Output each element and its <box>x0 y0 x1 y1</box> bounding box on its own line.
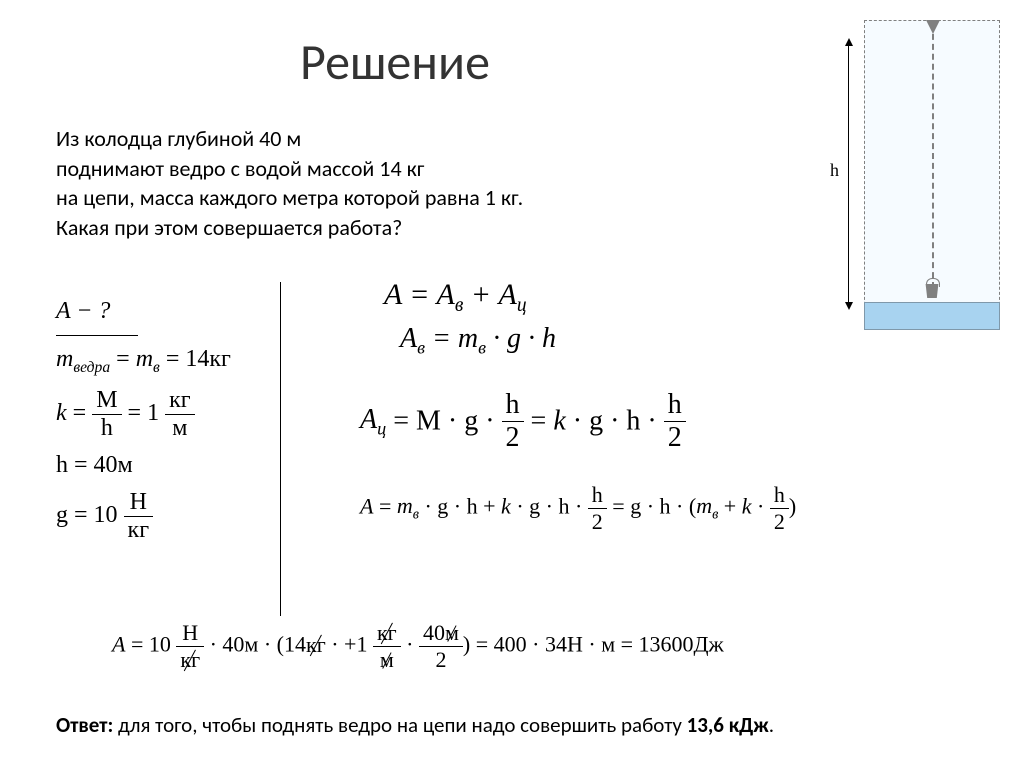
calc-g: 10 <box>149 632 171 657</box>
calc-h: 40 <box>222 632 244 657</box>
answer-body: для того, чтобы поднять ведро на цепи на… <box>113 712 686 738</box>
problem-statement: Из колодца глубиной 40 м поднимают ведро… <box>56 124 696 243</box>
height-arrow <box>848 44 857 304</box>
rope <box>932 24 934 288</box>
problem-line1: Из колодца глубиной 40 м <box>56 125 301 152</box>
eq-total: A = Aв + Aц <box>384 278 990 317</box>
calc-sum: 34 <box>545 632 567 657</box>
g-value: g = 10 Hкг <box>56 489 276 544</box>
problem-line4: Какая при этом совершается работа? <box>56 214 402 241</box>
answer-suffix: . <box>769 712 774 738</box>
page-title: Решение <box>300 32 490 93</box>
k-value: k = Mh = 1 кгм <box>56 387 276 442</box>
calc-result: 13600 <box>639 632 694 657</box>
pulley-icon <box>926 20 940 34</box>
problem-line3: на цепи, масса каждого метра которой рав… <box>56 184 523 211</box>
m-value: 14 <box>185 346 209 372</box>
eq-chain: Aц = M · g · h2 = k · g · h · h2 <box>360 389 990 454</box>
g-num: 10 <box>94 502 118 528</box>
answer-line: Ответ: для того, чтобы поднять ведро на … <box>56 712 976 738</box>
eq-bucket: Aв = mв · g · h <box>400 323 990 359</box>
h-value: h = 40м <box>56 452 276 479</box>
find: A − ? <box>56 298 276 325</box>
problem-line2: поднимают ведро с водой массой 14 кг <box>56 155 424 182</box>
vertical-separator <box>280 282 281 616</box>
derivation-column: A = Aв + Aц Aв = mв · g · h Aц = M · g ·… <box>360 276 990 537</box>
calc-h2: 40 <box>423 620 445 645</box>
given-separator <box>56 335 138 336</box>
answer-prefix: Ответ: <box>56 712 113 738</box>
k-num: 1 <box>147 400 159 426</box>
eq-combined: A = mв · g · h + k · g · h · h2 = g · h … <box>360 482 990 535</box>
calculation-line: A = 10 Hкг · 40м · (14кг · +1 кгм · 40м2… <box>112 620 992 673</box>
answer-value: 13,6 кДж <box>687 712 769 738</box>
calc-m: 14 <box>284 632 306 657</box>
m-bucket: mведра = mв = 14кг <box>56 346 276 377</box>
height-label: h <box>830 160 839 181</box>
h-num: 40 <box>94 452 118 478</box>
given-column: A − ? mведра = mв = 14кг k = Mh = 1 кгм … <box>56 288 276 554</box>
calc-k: 1 <box>356 632 367 657</box>
calc-gh: 400 <box>494 632 527 657</box>
